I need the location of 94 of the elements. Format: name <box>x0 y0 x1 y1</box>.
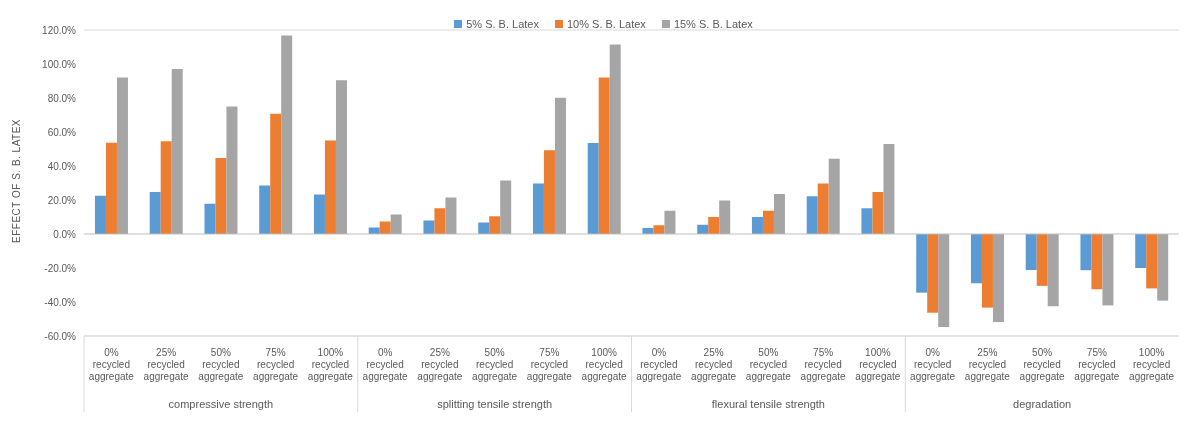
bar <box>751 217 763 234</box>
bar <box>970 234 982 284</box>
bar <box>149 192 161 234</box>
legend-label: 5% S. B. Latex <box>465 18 539 30</box>
bar <box>981 234 993 308</box>
bar <box>445 197 457 234</box>
bar <box>543 150 555 234</box>
bar <box>938 234 950 327</box>
bar <box>204 203 216 234</box>
bar <box>226 106 238 234</box>
bar <box>94 195 106 234</box>
y-tick-label: 20.0% <box>47 194 77 206</box>
bar <box>861 208 873 234</box>
x-tick-label: 25% recycled aggregate <box>417 347 463 382</box>
bar <box>883 143 895 234</box>
bar <box>1036 234 1048 286</box>
x-tick-label: 0% recycled aggregate <box>910 347 956 382</box>
bar <box>927 234 939 313</box>
bar <box>478 222 490 234</box>
bar <box>313 194 325 234</box>
bar <box>664 210 676 234</box>
bar <box>719 200 731 234</box>
legend-label: 10% S. B. Latex <box>566 18 646 30</box>
bar <box>390 214 402 234</box>
y-tick-label: -60.0% <box>44 330 77 342</box>
bar <box>532 183 544 234</box>
x-tick-label: 50% recycled aggregate <box>745 347 792 382</box>
x-tick-label: 100% recycled aggregate <box>855 347 901 382</box>
bar <box>335 80 347 234</box>
bar <box>1102 234 1114 306</box>
x-tick-label: 50% recycled aggregate <box>472 347 518 382</box>
bar <box>105 142 117 234</box>
bar <box>489 216 501 234</box>
bar <box>806 196 818 234</box>
x-tick-label: 75% recycled aggregate <box>1074 347 1120 382</box>
bar <box>817 183 829 234</box>
x-tick-label: 50% recycled aggregate <box>198 347 244 382</box>
bar <box>554 97 566 234</box>
x-tick-label: 75% recycled aggregate <box>800 347 847 382</box>
bar <box>281 35 293 234</box>
x-tick-label: 50% recycled aggregate <box>1019 347 1066 382</box>
x-tick-label: 100% recycled aggregate <box>581 347 628 382</box>
x-tick-label: 0% recycled aggregate <box>636 347 682 382</box>
bar <box>708 217 720 234</box>
bar <box>916 234 928 293</box>
bar <box>215 158 227 234</box>
x-tick-label: 0% recycled aggregate <box>362 347 409 382</box>
y-tick-label: 0.0% <box>53 228 77 240</box>
bar <box>500 180 512 234</box>
y-tick-label: 60.0% <box>47 126 77 138</box>
bar <box>160 141 172 234</box>
bar <box>587 143 599 234</box>
bar <box>423 220 435 234</box>
bar <box>773 194 785 234</box>
y-axis-title: EFFECT OF S. B. LATEX <box>10 118 22 243</box>
text: splitting tensile strength <box>437 398 553 410</box>
y-tick-label: -20.0% <box>44 262 77 274</box>
y-tick-label: 80.0% <box>47 92 77 104</box>
text: compressive strength <box>168 398 274 410</box>
x-tick-label: 25% recycled aggregate <box>143 347 190 382</box>
bar <box>1135 234 1147 268</box>
x-tick-label: 75% recycled aggregate <box>526 347 573 382</box>
bar <box>1080 234 1092 271</box>
x-tick-label: 0% recycled aggregate <box>88 347 135 382</box>
text: degradation <box>1013 398 1072 410</box>
bar <box>609 44 621 234</box>
x-tick-label: 100% recycled aggregate <box>1129 347 1175 382</box>
legend-label: 15% S. B. Latex <box>672 18 753 30</box>
bar <box>1025 234 1037 271</box>
y-tick-label: 120.0% <box>42 24 77 36</box>
bar <box>259 185 271 234</box>
bar <box>1091 234 1103 290</box>
bar <box>872 192 884 234</box>
bar <box>1047 234 1059 307</box>
bar <box>762 210 774 234</box>
bar <box>434 208 446 234</box>
bar <box>1157 234 1169 301</box>
y-tick-label: -40.0% <box>44 296 77 308</box>
bar <box>171 69 183 234</box>
bar <box>270 113 282 234</box>
bar <box>598 77 610 234</box>
y-tick-label: 100.0% <box>42 58 77 70</box>
x-tick-label: 75% recycled aggregate <box>253 347 299 382</box>
bar <box>653 225 665 234</box>
bar <box>324 140 336 234</box>
x-tick-label: 25% recycled aggregate <box>691 347 737 382</box>
bar <box>1146 234 1158 289</box>
bar <box>992 234 1004 322</box>
bar <box>828 158 840 234</box>
bar <box>116 77 128 234</box>
y-tick-label: 40.0% <box>47 160 77 172</box>
text: flexural tensile strength <box>711 398 825 410</box>
x-tick-label: 25% recycled aggregate <box>964 347 1011 382</box>
x-tick-label: 100% recycled aggregate <box>307 347 354 382</box>
